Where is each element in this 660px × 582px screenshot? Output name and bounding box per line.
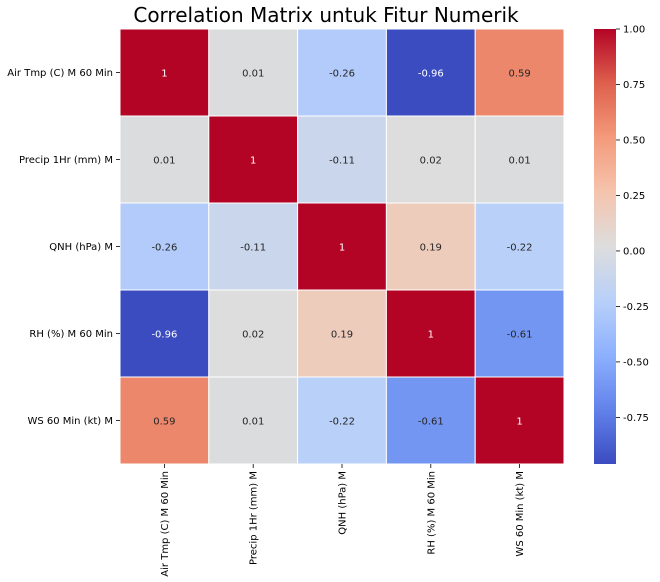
cell-label-r0-c4: 0.59 [508,69,530,80]
colorbar-tick-label-2: 0.50 [623,135,645,146]
cell-label-r3-c4: -0.61 [507,330,533,341]
colorbar: 1.00 0.75 0.50 0.25 0.00 -0.25 -0.50 -0.75 [594,25,649,464]
cell-label-r4-c1: 0.01 [242,417,264,428]
y-tick-labels: Air Tmp (C) M 60 Min Precip 1Hr (mm) M QNH… [7,68,120,427]
y-tick-label-3: RH (%) M 60 Min [29,329,113,340]
cell-label-r2-c0: -0.26 [151,243,177,254]
cell-label-r4-c2: -0.22 [329,417,355,428]
heatmap-cell-r1-c2 [297,115,387,204]
heatmap-cell-r2-c4 [474,202,565,291]
heatmap-cell-r4-c1 [208,376,299,465]
colorbar-tick-label-1: 0.75 [623,80,645,91]
cell-label-r4-c3: -0.61 [418,417,444,428]
colorbar-gradient [594,29,616,464]
y-tick-label-2: QNH (hPa) M [49,242,113,253]
cell-label-r1-c1: 1 [250,156,256,167]
cell-label-r1-c2: -0.11 [329,156,355,167]
cell-label-r1-c4: 0.01 [508,156,530,167]
cell-label-r3-c1: 0.02 [242,330,264,341]
cell-label-r3-c3: 1 [428,330,434,341]
heatmap-cell-r0-c1 [208,28,299,117]
cell-label-r2-c1: -0.11 [240,243,266,254]
colorbar-tick-label-7: -0.75 [623,413,649,424]
heatmap-cell-r0-c3 [385,28,476,117]
cell-label-r0-c2: -0.26 [329,69,355,80]
heatmap-cell-r2-c3 [385,202,476,291]
cell-label-r2-c3: 0.19 [420,243,442,254]
heatmap-cell-r4-c2 [297,376,387,465]
x-tick-label-3: RH (%) M 60 Min [426,471,437,555]
heatmap-cell-r0-c4 [474,28,565,117]
colorbar-tick-label-3: 0.25 [623,191,645,202]
heatmap-cells: 1 0.01 -0.26 -0.96 0.59 0.01 1 -0.11 0.02 0.01 -0.… [119,28,565,465]
chart-title: Correlation Matrix untuk Fitur Numerik [133,3,519,27]
heatmap-cell-r2-c2 [297,202,387,291]
cell-label-r4-c0: 0.59 [153,417,175,428]
heatmap-cell-r3-c3 [385,289,476,378]
heatmap-cell-r1-c4 [474,115,565,204]
cell-label-r4-c4: 1 [516,417,522,428]
cell-label-r2-c4: -0.22 [507,243,533,254]
y-tick-label-1: Precip 1Hr (mm) M [19,155,113,166]
heatmap-cell-r4-c4 [474,376,565,465]
cell-label-r0-c1: 0.01 [242,69,264,80]
heatmap-cell-r0-c0 [119,28,210,117]
cell-label-r1-c3: 0.02 [420,156,442,167]
heatmap-cell-r3-c2 [297,289,387,378]
heatmap-cell-r2-c1 [208,202,299,291]
colorbar-tick-label-6: -0.50 [623,357,649,368]
x-tick-label-4: WS 60 Min (kt) M [515,471,526,557]
cell-label-r3-c2: 0.19 [331,330,353,341]
x-tick-labels: Air Tmp (C) M 60 Min Precip 1Hr (mm) M QNH… [160,464,526,577]
heatmap-cell-r4-c0 [119,376,210,465]
heatmap-cell-r1-c0 [119,115,210,204]
x-tick-label-1: Precip 1Hr (mm) M [249,471,260,565]
cell-label-r2-c2: 1 [339,243,345,254]
heatmap-cell-r0-c2 [297,28,387,117]
cell-label-r0-c0: 1 [161,69,167,80]
x-tick-label-2: QNH (hPa) M [338,471,349,535]
cell-label-r3-c0: -0.96 [151,330,177,341]
y-tick-label-0: Air Tmp (C) M 60 Min [7,68,113,79]
colorbar-tick-label-4: 0.00 [623,246,645,257]
heatmap-cell-r3-c1 [208,289,299,378]
y-tick-label-4: WS 60 Min (kt) M [27,416,113,427]
colorbar-tick-label-5: -0.25 [623,302,649,313]
x-tick-label-0: Air Tmp (C) M 60 Min [160,471,171,577]
heatmap-cell-r3-c4 [474,289,565,378]
colorbar-tick-label-0: 1.00 [623,25,645,36]
cell-label-r1-c0: 0.01 [153,156,175,167]
cell-label-r0-c3: -0.96 [418,69,444,80]
